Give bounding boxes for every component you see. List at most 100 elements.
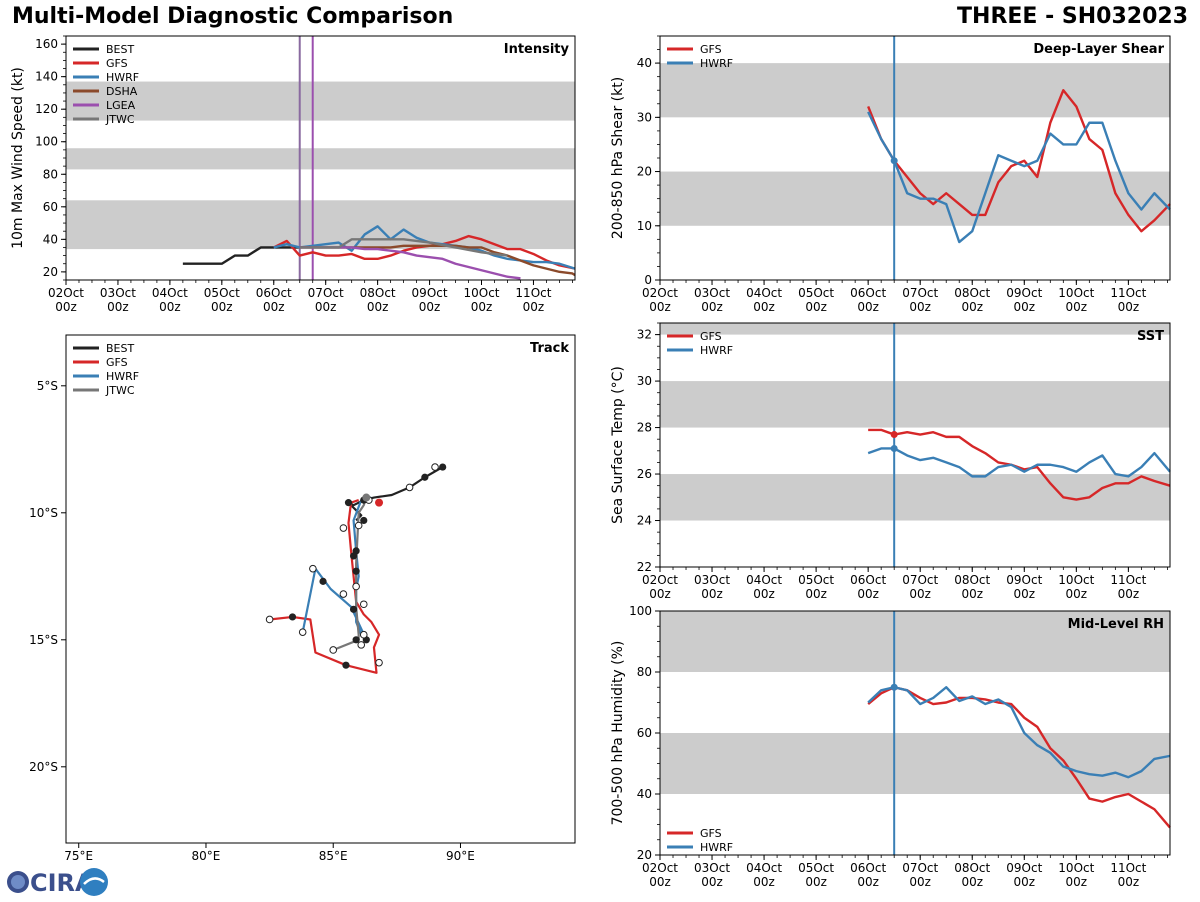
series-line-hwrf <box>867 111 1171 244</box>
x-tick-label: 75°E <box>64 849 93 863</box>
shear-panel: 01020304002Oct00z03Oct00z04Oct00z05Oct00… <box>610 35 1171 314</box>
plot-frame <box>659 35 1171 281</box>
track-marker-open <box>354 521 363 530</box>
track-marker-gfs-start <box>375 498 384 507</box>
track-marker-open <box>339 590 348 598</box>
x-tick-label: 00z <box>107 300 129 314</box>
y-axis-label: 700-500 hPa Humidity (%) <box>610 641 626 826</box>
track-marker-open <box>359 600 368 609</box>
x-tick-label: 00z <box>1118 300 1140 314</box>
x-tick-label: 85°E <box>319 849 348 863</box>
x-tick-label: 02Oct <box>642 861 678 875</box>
sst-panel: 22242628303202Oct00z03Oct00z04Oct00z05Oc… <box>610 322 1171 601</box>
track-marker-open <box>359 630 368 639</box>
y-tick-label: 160 <box>35 37 58 51</box>
panel-title: Mid-Level RH <box>1068 617 1164 632</box>
y-tick-label: 24 <box>637 514 652 528</box>
x-tick-label: 09Oct <box>412 286 448 300</box>
x-tick-label: 07Oct <box>308 286 344 300</box>
x-tick-label: 00z <box>805 300 827 314</box>
shaded-band <box>660 611 1170 672</box>
track-marker-open <box>309 564 317 573</box>
shaded-band <box>660 381 1170 428</box>
y-tick-label: 0 <box>644 273 652 287</box>
panel-title: Deep-Layer Shear <box>1033 42 1164 57</box>
x-tick-label: 07Oct <box>902 861 938 875</box>
x-tick-label: 08Oct <box>954 286 990 300</box>
shaded-band <box>660 474 1170 521</box>
y-tick-label: 28 <box>637 421 652 435</box>
legend-label: HWRF <box>106 71 139 84</box>
y-tick-label: 20 <box>43 265 58 279</box>
x-tick-label: 02Oct <box>642 573 678 587</box>
x-tick-label: 00z <box>805 587 827 601</box>
x-tick-label: 00z <box>471 300 493 314</box>
shaded-band <box>660 733 1170 794</box>
plot-frame <box>659 322 1171 568</box>
plot-frame <box>65 334 576 844</box>
shaded-band <box>660 63 1170 118</box>
y-tick-label: 40 <box>637 787 652 801</box>
x-tick-label: 11Oct <box>1110 861 1146 875</box>
legend-label: GFS <box>700 827 722 840</box>
plot-frame <box>659 610 1171 856</box>
x-tick-label: 06Oct <box>850 286 886 300</box>
x-tick-label: 00z <box>701 300 723 314</box>
panel-title: Track <box>530 341 569 356</box>
track-marker-closed <box>352 567 360 575</box>
legend-label: GFS <box>700 330 722 343</box>
x-tick-label: 03Oct <box>694 861 730 875</box>
y-tick-label: 26 <box>637 467 652 481</box>
shaded-band <box>660 171 1170 226</box>
legend-label: GFS <box>106 356 128 369</box>
y-tick-label: 60 <box>637 726 652 740</box>
track-marker-open <box>375 658 383 667</box>
x-tick-label: 06Oct <box>850 573 886 587</box>
x-tick-label: 10Oct <box>1058 573 1094 587</box>
y-tick-label: 20 <box>637 848 652 862</box>
track-marker-closed <box>288 613 297 621</box>
series-line-jtwc <box>299 238 508 257</box>
x-tick-label: 05Oct <box>798 286 834 300</box>
track-marker-closed <box>360 516 368 525</box>
y-tick-label: 30 <box>637 374 652 388</box>
x-tick-label: 00z <box>961 587 983 601</box>
storm-id: THREE - SH032023 <box>957 4 1188 29</box>
y-tick-label: 120 <box>35 102 58 116</box>
x-tick-label: 00z <box>857 875 879 889</box>
x-tick-label: 00z <box>1013 587 1035 601</box>
y-tick-label: 40 <box>43 232 58 246</box>
x-tick-label: 08Oct <box>954 861 990 875</box>
legend-label: GFS <box>700 43 722 56</box>
series-line-best <box>182 246 300 265</box>
x-tick-label: 00z <box>753 875 775 889</box>
legend-label: HWRF <box>700 57 733 70</box>
x-tick-label: 06Oct <box>850 861 886 875</box>
x-tick-label: 08Oct <box>360 286 396 300</box>
x-tick-label: 00z <box>649 300 671 314</box>
x-tick-label: 05Oct <box>204 286 240 300</box>
x-tick-label: 00z <box>753 587 775 601</box>
y-tick-label: 20°S <box>29 760 58 774</box>
x-tick-label: 07Oct <box>902 286 938 300</box>
x-tick-label: 00z <box>263 300 285 314</box>
track-marker-closed <box>349 605 358 613</box>
y-tick-label: 32 <box>637 328 652 342</box>
track-marker-open <box>357 641 366 649</box>
y-tick-label: 5°S <box>37 379 58 393</box>
analysis-point <box>890 157 898 165</box>
y-tick-label: 40 <box>637 56 652 70</box>
track-marker-closed <box>439 463 447 471</box>
x-tick-label: 00z <box>857 300 879 314</box>
track-marker-open <box>352 582 360 591</box>
x-tick-label: 00z <box>805 875 827 889</box>
x-tick-label: 07Oct <box>902 573 938 587</box>
plot-frame <box>65 35 576 281</box>
x-tick-label: 00z <box>909 875 931 889</box>
legend-label: HWRF <box>700 841 733 854</box>
legend-label: JTWC <box>105 384 135 397</box>
x-tick-label: 00z <box>419 300 441 314</box>
shaded-band <box>66 148 575 170</box>
legend-label: GFS <box>106 57 128 70</box>
track-marker-closed <box>421 473 429 481</box>
